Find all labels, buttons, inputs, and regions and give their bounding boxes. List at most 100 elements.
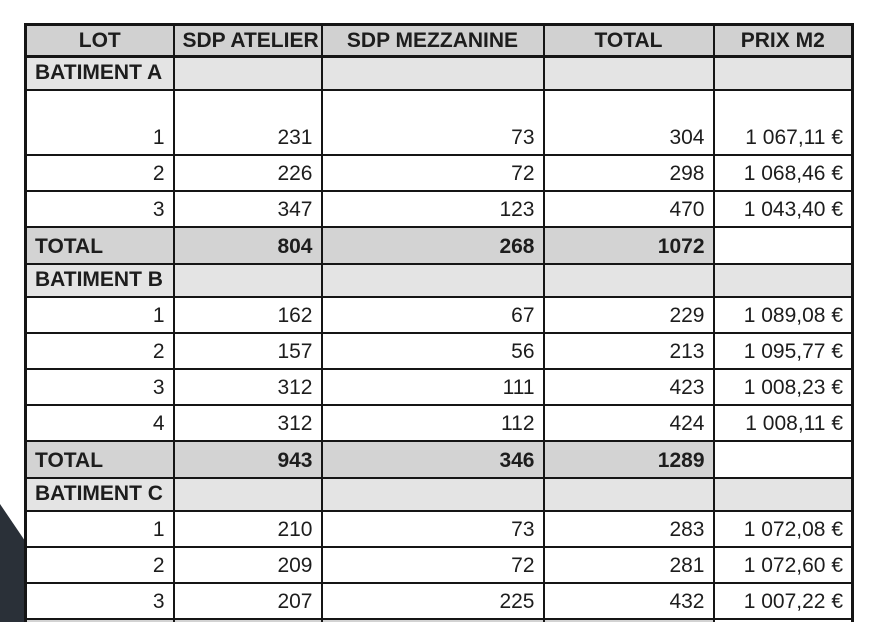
total-total-cell: 1072	[542, 226, 715, 265]
sdp-atelier-cell: 207	[172, 582, 323, 620]
total-total-cell: 1289	[542, 440, 715, 479]
sdp-mezzanine-cell: 111	[320, 368, 545, 406]
section-empty-cell	[172, 55, 323, 91]
section-empty-cell	[712, 263, 854, 298]
sdp-atelier-total-cell: 943	[172, 440, 323, 479]
column-header-sdp-mezzanine: SDP MEZZANINE	[320, 23, 545, 58]
section-empty-cell	[320, 55, 545, 91]
section-header-row: BATIMENT C	[24, 477, 854, 512]
lot-cell: 2	[24, 332, 175, 370]
table-row: 3 207 225 432 1 007,22 €	[24, 582, 854, 620]
total-cell: 470	[542, 190, 715, 228]
section-empty-cell	[320, 477, 545, 512]
sdp-atelier-cell: 312	[172, 368, 323, 406]
section-empty-cell	[172, 477, 323, 512]
lot-cell: 2	[24, 546, 175, 584]
total-label-cell: TOTAL	[24, 440, 175, 479]
sdp-mezzanine-cell: 67	[320, 296, 545, 334]
table-row: 1 162 67 229 1 089,08 €	[24, 296, 854, 334]
total-total-cell: 996	[542, 618, 715, 622]
total-cell: 229	[542, 296, 715, 334]
table-row: 2 209 72 281 1 072,60 €	[24, 546, 854, 584]
sdp-mezzanine-total-cell: 346	[320, 440, 545, 479]
table-row: 2 226 72 298 1 068,46 €	[24, 154, 854, 192]
lot-cell: 2	[24, 154, 175, 192]
lot-cell: 4	[24, 404, 175, 442]
table-row: 1 210 73 283 1 072,08 €	[24, 510, 854, 548]
sdp-mezzanine-total-cell: 268	[320, 226, 545, 265]
sdp-atelier-cell: 231	[172, 89, 323, 156]
lot-cell: 3	[24, 582, 175, 620]
sdp-atelier-cell: 209	[172, 546, 323, 584]
column-header-sdp-atelier: SDP ATELIER	[172, 23, 323, 58]
section-name-cell: BATIMENT C	[24, 477, 175, 512]
sdp-atelier-total-cell: 626	[172, 618, 323, 622]
sdp-atelier-cell: 157	[172, 332, 323, 370]
sdp-mezzanine-cell: 123	[320, 190, 545, 228]
table-row: 3 312 111 423 1 008,23 €	[24, 368, 854, 406]
sdp-mezzanine-cell: 56	[320, 332, 545, 370]
total-cell: 304	[542, 89, 715, 156]
surface-area-price-table: LOT SDP ATELIER SDP MEZZANINE TOTAL PRIX…	[24, 23, 854, 622]
table-row: 2 157 56 213 1 095,77 €	[24, 332, 854, 370]
sdp-mezzanine-cell: 73	[320, 510, 545, 548]
section-empty-cell	[712, 55, 854, 91]
sdp-atelier-cell: 312	[172, 404, 323, 442]
total-cell: 424	[542, 404, 715, 442]
prix-m2-cell: 1 008,11 €	[712, 404, 854, 442]
sdp-atelier-cell: 210	[172, 510, 323, 548]
section-total-row: TOTAL 804 268 1072	[24, 226, 853, 265]
table-body: BATIMENT A 1 231 73 304 1 067,11 €2 226 72 298 1 …	[24, 55, 854, 622]
sdp-atelier-cell: 162	[172, 296, 323, 334]
table-header-row: LOT SDP ATELIER SDP MEZZANINE TOTAL PRIX…	[24, 23, 854, 58]
column-header-total: TOTAL	[542, 23, 715, 58]
sdp-mezzanine-cell: 72	[320, 546, 545, 584]
section-name-cell: BATIMENT A	[24, 55, 175, 91]
total-label-cell: TOTAL	[24, 226, 175, 265]
section-total-row: TOTAL 943 346 1289	[24, 440, 853, 479]
column-header-lot: LOT	[24, 23, 175, 58]
lot-cell: 1	[24, 510, 175, 548]
lot-cell: 1	[24, 296, 175, 334]
section-empty-cell	[542, 55, 715, 91]
prix-m2-cell: 1 089,08 €	[712, 296, 854, 334]
sdp-atelier-cell: 347	[172, 190, 323, 228]
total-cell: 281	[542, 546, 715, 584]
lot-cell: 3	[24, 190, 175, 228]
sdp-mezzanine-cell: 73	[320, 89, 545, 156]
section-header-row: BATIMENT B	[24, 263, 854, 298]
sdp-atelier-cell: 226	[172, 154, 323, 192]
sdp-mezzanine-cell: 112	[320, 404, 545, 442]
section-empty-cell	[172, 263, 323, 298]
prix-m2-cell: 1 095,77 €	[712, 332, 854, 370]
table-row: 1 231 73 304 1 067,11 €	[24, 89, 854, 156]
section-empty-cell	[712, 477, 854, 512]
sdp-mezzanine-cell: 225	[320, 582, 545, 620]
prix-m2-cell: 1 072,60 €	[712, 546, 854, 584]
prix-m2-cell: 1 067,11 €	[712, 89, 854, 156]
sdp-mezzanine-total-cell: 370	[320, 618, 545, 622]
section-header-row: BATIMENT A	[24, 55, 854, 91]
sdp-atelier-total-cell: 804	[172, 226, 323, 265]
total-label-cell: TOTAL	[24, 618, 175, 622]
section-empty-cell	[320, 263, 545, 298]
total-cell: 213	[542, 332, 715, 370]
section-total-row: TOTAL626370996	[24, 618, 853, 622]
section-empty-cell	[542, 263, 715, 298]
section-empty-cell	[542, 477, 715, 512]
total-cell: 283	[542, 510, 715, 548]
table-row: 3 347 123 470 1 043,40 €	[24, 190, 854, 228]
prix-m2-cell: 1 072,08 €	[712, 510, 854, 548]
total-cell: 298	[542, 154, 715, 192]
table-row: 4 312 112 424 1 008,11 €	[24, 404, 854, 442]
total-cell: 432	[542, 582, 715, 620]
prix-m2-cell: 1 068,46 €	[712, 154, 854, 192]
prix-m2-cell: 1 007,22 €	[712, 582, 854, 620]
sdp-mezzanine-cell: 72	[320, 154, 545, 192]
total-cell: 423	[542, 368, 715, 406]
section-name-cell: BATIMENT B	[24, 263, 175, 298]
lot-cell: 1	[24, 89, 175, 156]
prix-m2-cell: 1 043,40 €	[712, 190, 854, 228]
prix-m2-cell: 1 008,23 €	[712, 368, 854, 406]
